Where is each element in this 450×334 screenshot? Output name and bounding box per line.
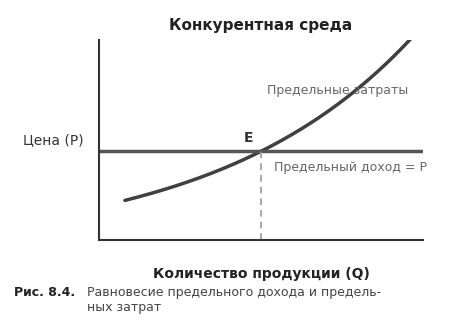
Text: Предельные затраты: Предельные затраты <box>267 84 409 97</box>
Title: Конкурентная среда: Конкурентная среда <box>169 18 353 33</box>
Text: Цена (P): Цена (P) <box>23 133 84 147</box>
Text: Предельный доход = Р: Предельный доход = Р <box>274 161 427 174</box>
Text: Равновесие предельного дохода и предель-
  ных затрат: Равновесие предельного дохода и предель-… <box>79 286 381 314</box>
Text: Количество продукции (Q): Количество продукции (Q) <box>153 267 369 281</box>
Text: Рис. 8.4.: Рис. 8.4. <box>14 286 75 299</box>
Text: E: E <box>243 131 253 145</box>
